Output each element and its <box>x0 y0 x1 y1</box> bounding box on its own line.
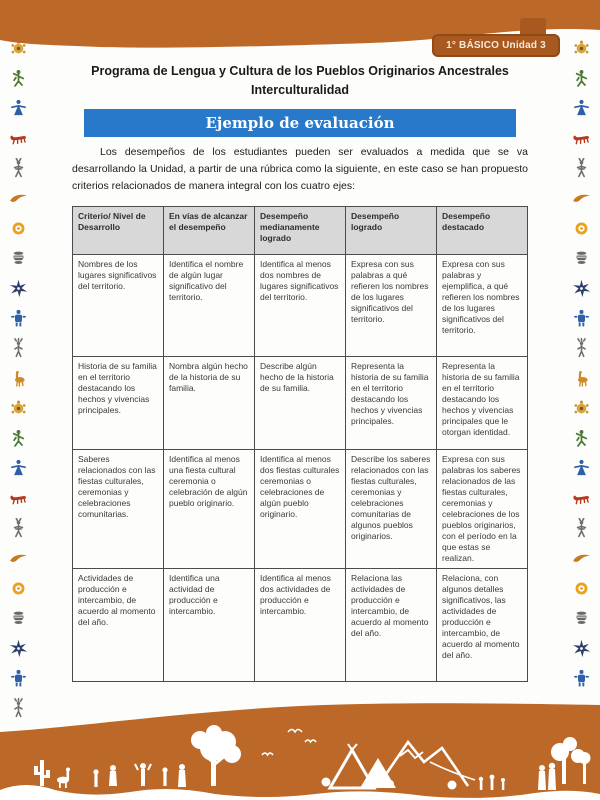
table-cell: Relaciona las actividades de producción … <box>345 567 437 682</box>
person-icon <box>8 158 29 179</box>
star-icon <box>8 638 29 659</box>
bird-man-icon <box>8 458 29 479</box>
dancer-icon <box>571 428 592 449</box>
table-cell: Describe los saberes relacionados con la… <box>345 448 437 569</box>
column-header: Desempeño medianamente logrado <box>254 205 346 255</box>
column-header: Desempeño destacado <box>436 205 528 255</box>
dancer-icon <box>8 68 29 89</box>
table-cell: Relaciona, con algunos detalles signific… <box>436 567 528 682</box>
fox-icon <box>571 488 592 509</box>
table-cell: Nombra algún hecho de la historia de su … <box>163 355 255 450</box>
left-icon-rail <box>8 38 29 719</box>
llama-icon <box>8 368 29 389</box>
intro-paragraph: Los desempeños de los estudiantes pueden… <box>72 146 528 192</box>
badge-stem <box>520 18 546 38</box>
table-cell: Identifica al menos dos nombres de lugar… <box>254 253 346 357</box>
vessel-icon <box>8 248 29 269</box>
header-row: Criterio/ Nivel de Desarrollo En vías de … <box>72 205 528 255</box>
table-cell: Expresa con sus palabras los saberes rel… <box>436 448 528 569</box>
page-title-line2: Interculturalidad <box>251 83 349 97</box>
blue-figure-icon <box>571 668 592 689</box>
star-icon <box>8 278 29 299</box>
table-cell: Identifica al menos dos fiestas cultural… <box>254 448 346 569</box>
chief-icon <box>8 338 29 359</box>
condor-icon <box>8 548 29 569</box>
table-cell: Actividades de producción e intercambio,… <box>72 567 164 682</box>
condor-icon <box>571 548 592 569</box>
rubric-table: Criterio/ Nivel de Desarrollo En vías de … <box>72 205 528 682</box>
sun-icon <box>8 578 29 599</box>
fox-icon <box>8 128 29 149</box>
table-row: Historia de su familia en el territorio … <box>72 355 528 450</box>
column-header: En vías de alcanzar el desempeño <box>163 205 255 255</box>
blue-figure-icon <box>571 308 592 329</box>
star-icon <box>571 278 592 299</box>
person-icon <box>8 518 29 539</box>
vessel-icon <box>571 248 592 269</box>
blue-figure-icon <box>8 308 29 329</box>
page-title: Programa de Lengua y Cultura de los Pueb… <box>72 62 528 100</box>
condor-icon <box>8 188 29 209</box>
table-cell: Identifica una actividad de producción e… <box>163 567 255 682</box>
fox-icon <box>8 488 29 509</box>
star-icon <box>571 638 592 659</box>
vessel-icon <box>571 608 592 629</box>
person-icon <box>571 158 592 179</box>
right-icon-rail <box>571 38 592 689</box>
section-banner: Ejemplo de evaluación <box>84 109 516 137</box>
table-cell: Identifica al menos dos actividades de p… <box>254 567 346 682</box>
turtle-icon <box>571 398 592 419</box>
table-row: Saberes relacionados con las fiestas cul… <box>72 448 528 569</box>
unit-badge: 1° BÁSICO Unidad 3 <box>432 34 560 57</box>
llama-icon <box>571 368 592 389</box>
table-cell: Representa la historia de su familia en … <box>436 355 528 450</box>
sun-icon <box>571 218 592 239</box>
table-row: Nombres de los lugares significativos de… <box>72 253 528 357</box>
sun-icon <box>571 578 592 599</box>
table-cell: Identifica al menos una fiesta cultural … <box>163 448 255 569</box>
sun-icon <box>8 218 29 239</box>
rubric-table-body: Nombres de los lugares significativos de… <box>72 253 528 682</box>
table-cell: Identifica el nombre de algún lugar sign… <box>163 253 255 357</box>
table-row: Actividades de producción e intercambio,… <box>72 567 528 682</box>
page-title-line1: Programa de Lengua y Cultura de los Pueb… <box>91 64 509 78</box>
table-cell: Historia de su familia en el territorio … <box>72 355 164 450</box>
fox-icon <box>571 128 592 149</box>
column-header: Criterio/ Nivel de Desarrollo <box>72 205 164 255</box>
table-cell: Describe algún hecho de la historia de s… <box>254 355 346 450</box>
chief-icon <box>571 338 592 359</box>
bird-man-icon <box>8 98 29 119</box>
dancer-icon <box>571 68 592 89</box>
bird-man-icon <box>571 98 592 119</box>
bird-man-icon <box>571 458 592 479</box>
table-cell: Expresa con sus palabras a qué refieren … <box>345 253 437 357</box>
rubric-table-head: Criterio/ Nivel de Desarrollo En vías de … <box>72 205 528 255</box>
column-header: Desempeño logrado <box>345 205 437 255</box>
dancer-icon <box>8 428 29 449</box>
person-icon <box>571 518 592 539</box>
turtle-icon <box>8 398 29 419</box>
condor-icon <box>571 188 592 209</box>
table-cell: Expresa con sus palabras y ejemplifica, … <box>436 253 528 357</box>
table-cell: Nombres de los lugares significativos de… <box>72 253 164 357</box>
bottom-landscape-decoration <box>0 703 600 800</box>
blue-figure-icon <box>8 668 29 689</box>
vessel-icon <box>8 608 29 629</box>
table-cell: Representa la historia de su familia en … <box>345 355 437 450</box>
main-content: Programa de Lengua y Cultura de los Pueb… <box>72 56 528 682</box>
table-cell: Saberes relacionados con las fiestas cul… <box>72 448 164 569</box>
